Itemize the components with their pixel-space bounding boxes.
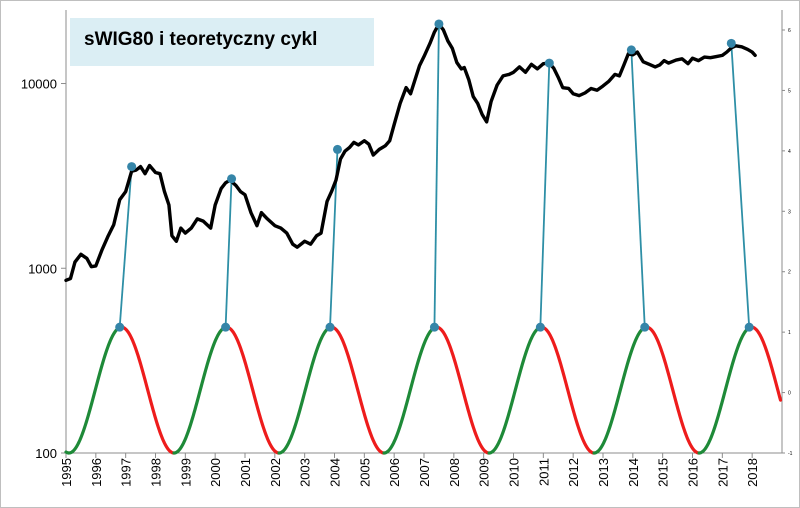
x-tick-label: 1996 (89, 458, 104, 487)
cycle-peak-marker (221, 322, 231, 332)
cycle-rise-segment (277, 325, 334, 455)
x-tick-label: 2003 (298, 458, 313, 487)
x-tick-label: 2007 (417, 458, 432, 487)
x-tick-label: 2008 (447, 458, 462, 487)
y-tick-label: 10000 (21, 77, 57, 92)
x-tick-label: 2010 (507, 458, 522, 487)
x-tick-label: 2017 (715, 458, 730, 487)
secondary-y-tick-label: 2 (788, 270, 791, 276)
index-peak-marker (626, 45, 636, 55)
x-tick-label: 2014 (626, 458, 641, 487)
x-tick-label: 2002 (268, 458, 283, 487)
cycle-fall-segment (119, 325, 176, 455)
x-tick-label: 2005 (357, 458, 372, 487)
x-tick-label: 2013 (596, 458, 611, 487)
y-tick-label: 1000 (28, 261, 57, 276)
x-tick-label: 1995 (59, 458, 74, 487)
cycle-peak-marker (115, 322, 125, 332)
cycle-peak-marker (429, 322, 439, 332)
cycle-rise-segment (697, 325, 754, 455)
x-tick-label: 1998 (149, 458, 164, 487)
cycle-rise-segment (487, 325, 544, 455)
cycle-fall-segment (749, 325, 783, 402)
cycle-fall-segment (539, 325, 596, 455)
secondary-y-tick-label: 1 (788, 330, 791, 336)
peak-connector-line (630, 49, 646, 328)
peak-connector-line (539, 63, 551, 328)
cycle-peak-marker (640, 322, 650, 332)
secondary-y-tick-label: 5 (788, 88, 791, 94)
cycle-fall-segment (224, 325, 281, 455)
x-tick-label: 2016 (686, 458, 701, 487)
cycle-series (64, 325, 783, 455)
index-peak-marker (227, 174, 237, 184)
x-tick-label: 2012 (566, 458, 581, 487)
y-tick-label: 100 (35, 446, 57, 461)
cycle-fall-segment (644, 325, 701, 455)
secondary-y-tick-label: -1 (788, 451, 793, 457)
x-tick-label: 2004 (328, 458, 343, 487)
peak-connector-line (433, 23, 440, 328)
index-peak-marker (127, 162, 137, 172)
index-peak-marker (332, 144, 342, 154)
cycle-peak-marker (325, 322, 335, 332)
peak-connector-line (730, 43, 751, 328)
chart-title: sWIG80 i teoretyczny cykl (84, 29, 318, 50)
x-tick-label: 2011 (536, 458, 551, 486)
peak-connector-line (118, 166, 133, 328)
cycle-rise-segment (64, 325, 124, 455)
x-tick-label: 1999 (178, 458, 193, 487)
secondary-y-tick-label: 4 (788, 149, 791, 155)
index-peak-marker (434, 19, 444, 29)
index-peak-marker (544, 58, 554, 68)
x-tick-label: 2018 (745, 458, 760, 487)
cycle-rise-segment (172, 325, 229, 455)
peak-markers (115, 19, 754, 332)
peak-connectors (118, 23, 751, 328)
x-tick-label: 2001 (238, 458, 253, 487)
swig80-index-line (64, 22, 757, 283)
secondary-y-tick-label: 3 (788, 209, 791, 215)
secondary-y-tick-label: 6 (788, 28, 791, 34)
x-tick-label: 2006 (387, 458, 402, 487)
cycle-rise-segment (592, 325, 649, 455)
cycle-rise-segment (382, 325, 439, 455)
peak-connector-line (224, 178, 233, 328)
title-box (70, 18, 374, 66)
x-tick-label: 1997 (119, 458, 134, 487)
x-tick-label: 2000 (208, 458, 223, 487)
cycle-peak-marker (744, 322, 754, 332)
x-tick-label: 2015 (656, 458, 671, 487)
index-peak-marker (726, 38, 736, 48)
axes (61, 10, 785, 458)
index-series (64, 22, 757, 283)
cycle-fall-segment (329, 325, 386, 455)
cycle-peak-marker (535, 322, 545, 332)
x-tick-label: 2009 (477, 458, 492, 487)
cycle-fall-segment (434, 325, 491, 455)
secondary-y-tick-label: 0 (788, 391, 791, 397)
axis-labels: 100 1000 10000 1995 1996 1997 1998 1999 2000 2001… (21, 28, 793, 487)
